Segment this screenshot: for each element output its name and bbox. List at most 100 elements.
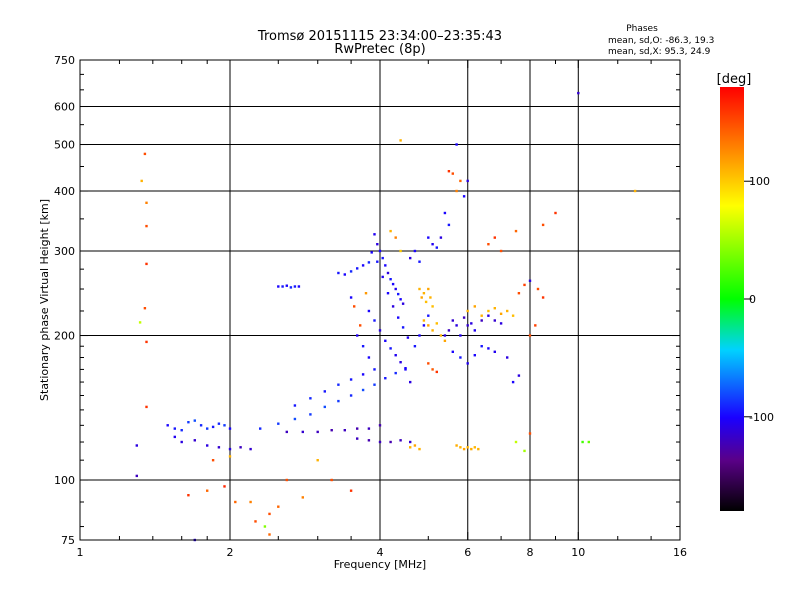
data-point — [511, 314, 515, 317]
data-point — [367, 261, 371, 264]
data-point — [293, 417, 297, 421]
data-point — [554, 211, 557, 215]
data-point — [514, 229, 518, 233]
data-point — [384, 264, 387, 267]
data-point — [384, 339, 387, 342]
data-point — [143, 307, 147, 310]
data-point — [254, 520, 257, 523]
data-point — [166, 424, 169, 427]
data-point — [367, 309, 371, 313]
data-point — [359, 324, 362, 327]
data-point — [466, 309, 469, 313]
data-point — [435, 370, 438, 374]
data-point — [281, 285, 284, 288]
data-point — [378, 424, 382, 427]
colorbar-tick-label: 0 — [749, 293, 756, 306]
data-point — [439, 236, 443, 239]
data-point — [173, 435, 176, 439]
data-point — [135, 474, 138, 478]
data-point — [356, 427, 359, 430]
data-point — [455, 189, 458, 193]
data-point — [528, 279, 532, 282]
data-point — [462, 316, 466, 319]
data-point — [349, 394, 353, 397]
data-point — [418, 260, 421, 263]
data-point — [378, 329, 382, 332]
data-point — [577, 91, 580, 95]
data-point — [431, 329, 434, 332]
data-point — [534, 324, 537, 327]
data-point — [297, 285, 301, 288]
data-point — [193, 419, 196, 422]
data-point — [528, 334, 532, 337]
data-point — [353, 305, 356, 308]
data-point — [493, 350, 496, 353]
y-tick-label: 600 — [54, 101, 75, 114]
data-point — [493, 236, 496, 239]
data-point — [356, 334, 359, 337]
data-point — [487, 314, 490, 317]
data-point — [268, 533, 271, 536]
data-point — [447, 329, 451, 332]
data-point — [418, 287, 421, 291]
phases-heading: Phases — [626, 24, 658, 34]
data-point — [343, 429, 346, 432]
data-point — [361, 345, 365, 348]
data-point — [140, 179, 143, 183]
data-point — [427, 362, 430, 365]
y-tick-label: 200 — [54, 330, 75, 343]
data-point — [443, 339, 447, 342]
data-point — [413, 249, 417, 253]
x-tick-label: 16 — [673, 546, 687, 559]
data-point — [581, 440, 584, 444]
data-point — [373, 233, 376, 236]
data-point — [211, 459, 215, 462]
data-point — [389, 440, 392, 444]
data-point — [517, 374, 521, 377]
data-point — [367, 427, 371, 430]
data-point — [397, 292, 400, 296]
colorbar-gradient — [720, 87, 744, 511]
phases-x-stats: mean, sd,X: 95.3, 24.9 — [608, 47, 711, 57]
data-point — [514, 440, 518, 444]
data-point — [293, 285, 297, 288]
data-point — [386, 292, 390, 295]
data-point — [459, 446, 462, 449]
data-point — [145, 340, 148, 344]
data-point — [462, 195, 466, 198]
data-point — [145, 201, 148, 204]
colorbar-unit-label: [deg] — [717, 72, 752, 87]
data-point — [193, 439, 196, 442]
data-point — [477, 447, 480, 451]
data-point — [399, 139, 402, 142]
data-point — [373, 368, 376, 371]
data-point — [206, 427, 209, 430]
data-point — [394, 287, 397, 291]
data-point — [424, 300, 428, 304]
data-point — [517, 292, 521, 295]
data-point — [587, 440, 590, 444]
data-point — [249, 447, 252, 451]
data-point — [330, 429, 333, 432]
data-point — [401, 326, 405, 329]
y-tick-label: 300 — [54, 245, 75, 258]
data-points — [135, 91, 637, 542]
data-point — [228, 447, 232, 451]
data-point — [349, 296, 353, 299]
data-point — [435, 246, 438, 249]
data-point — [528, 432, 532, 435]
data-point — [487, 309, 490, 313]
data-point — [462, 447, 466, 451]
data-point — [420, 296, 423, 299]
data-point — [466, 324, 469, 327]
data-point — [499, 322, 503, 325]
data-point — [422, 324, 426, 327]
data-point — [409, 380, 412, 384]
data-point — [523, 449, 526, 453]
data-point — [323, 390, 326, 393]
data-point — [378, 440, 382, 444]
data-point — [422, 292, 426, 295]
data-point — [376, 260, 379, 263]
data-point — [277, 285, 280, 288]
data-point — [409, 440, 412, 444]
